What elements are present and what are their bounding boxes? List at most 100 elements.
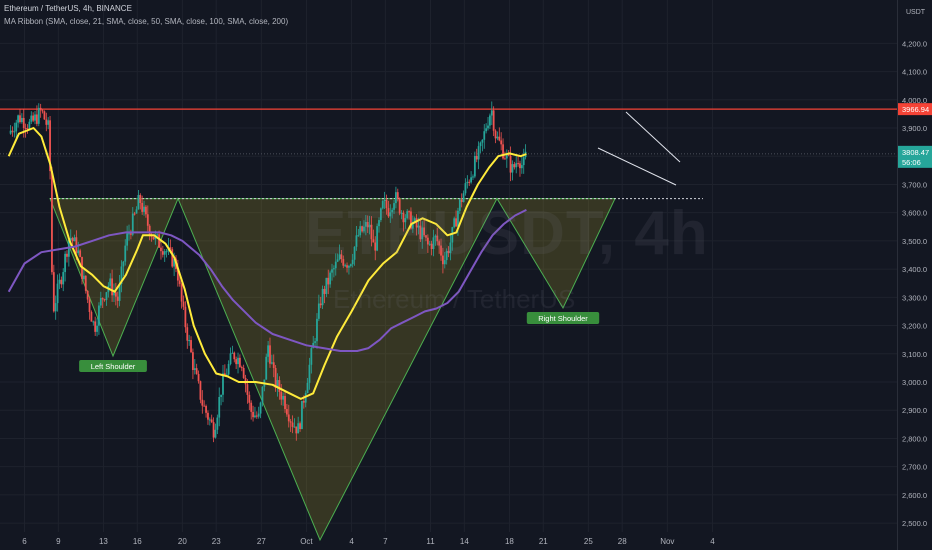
candle-body (235, 359, 238, 365)
candle-body (340, 254, 343, 260)
candle-body (203, 405, 206, 407)
candle-body (325, 277, 328, 294)
candle-body (331, 269, 333, 273)
candle-body (84, 275, 87, 291)
candle-body (376, 226, 379, 251)
y-tick-label: 4,000.0 (902, 96, 927, 105)
candle-body (280, 391, 283, 400)
x-tick-label: 4 (710, 537, 715, 546)
candle-body (270, 362, 273, 364)
candle-body (483, 131, 486, 140)
shoulder-label-bg (526, 312, 600, 324)
candle-body (113, 292, 115, 296)
flag-lower-line (597, 147, 677, 186)
candle-body (434, 235, 437, 238)
candle-body (90, 311, 93, 322)
candle-body (515, 163, 518, 168)
candle-body (357, 235, 360, 237)
candle-body (240, 367, 243, 369)
candle-body (490, 110, 493, 116)
candle-body (160, 247, 162, 252)
y-tick-label: 3,300.0 (902, 293, 927, 302)
candle-body (370, 224, 373, 240)
candle-body (519, 163, 521, 169)
candle-body (329, 272, 332, 285)
candle-body (71, 238, 74, 242)
candle-body (126, 233, 129, 246)
candle-body (13, 131, 16, 133)
candle-body (94, 321, 97, 332)
y-tick-label: 3,700.0 (902, 180, 927, 189)
candle-body (383, 199, 386, 202)
candle-body (285, 409, 288, 415)
candle-body (472, 176, 474, 178)
candle-body (293, 426, 296, 428)
candle-body (82, 275, 85, 280)
candle-body (34, 114, 36, 121)
candle-body (163, 251, 166, 255)
candle-body (114, 292, 117, 297)
candle-body (411, 221, 414, 229)
candle-body (139, 195, 142, 203)
candle-body (255, 415, 258, 417)
current-price-tag (898, 145, 932, 168)
candle-body (52, 272, 55, 312)
x-tick-label: Nov (660, 537, 674, 546)
candle-body (289, 421, 292, 423)
candle-body (222, 373, 224, 395)
y-tick-label: 3,200.0 (902, 322, 927, 331)
x-tick-label: 6 (22, 537, 27, 546)
candle-body (349, 264, 352, 266)
candle-body (43, 111, 46, 120)
candle-body (284, 395, 286, 410)
y-tick-label: 4,200.0 (902, 39, 927, 48)
candle-body (287, 414, 290, 422)
candle-body (54, 303, 57, 312)
shoulder-label-bg (79, 360, 147, 372)
candle-body (274, 367, 277, 389)
candle-body (135, 209, 138, 214)
y-tick-label: 3,100.0 (902, 350, 927, 359)
candle-body (395, 192, 397, 204)
candle-body (32, 115, 35, 121)
candle-body (282, 395, 285, 400)
candle-body (37, 107, 40, 124)
candle-body (111, 278, 113, 296)
current-price-label: 3808.47 (902, 148, 929, 157)
candle-body (47, 120, 50, 125)
candle-body (176, 268, 179, 281)
x-tick-label: 18 (505, 537, 514, 546)
x-tick-label: Oct (300, 537, 313, 546)
candle-body (250, 402, 253, 412)
candle-body (359, 226, 362, 236)
candle-body (470, 177, 472, 183)
candle-body (348, 265, 350, 268)
candle-body (464, 183, 467, 194)
y-tick-label: 4,100.0 (902, 68, 927, 77)
candle-body (321, 288, 324, 306)
x-tick-label: 13 (99, 537, 108, 546)
candle-body (261, 386, 264, 403)
candle-body (69, 238, 72, 241)
candle-body (188, 340, 191, 342)
candle-body (402, 212, 405, 223)
candle-body (148, 225, 151, 236)
candle-body (131, 213, 134, 235)
x-tick-label: 4 (349, 537, 354, 546)
candle-body (419, 225, 422, 240)
candle-body (317, 303, 320, 319)
candle-body (233, 352, 236, 360)
candle-body (460, 199, 463, 202)
watermark-name: Ethereum / TetherUS (333, 284, 576, 314)
candle-body (457, 210, 459, 227)
flag-upper-line (625, 111, 681, 163)
candle-body (193, 368, 196, 371)
candle-body (171, 249, 174, 267)
candle-body (116, 296, 119, 301)
candle-body (361, 226, 363, 232)
resistance-price-tag (898, 103, 932, 116)
candle-body (49, 120, 51, 172)
x-tick-label: 7 (383, 537, 388, 546)
candle-body (242, 367, 245, 378)
